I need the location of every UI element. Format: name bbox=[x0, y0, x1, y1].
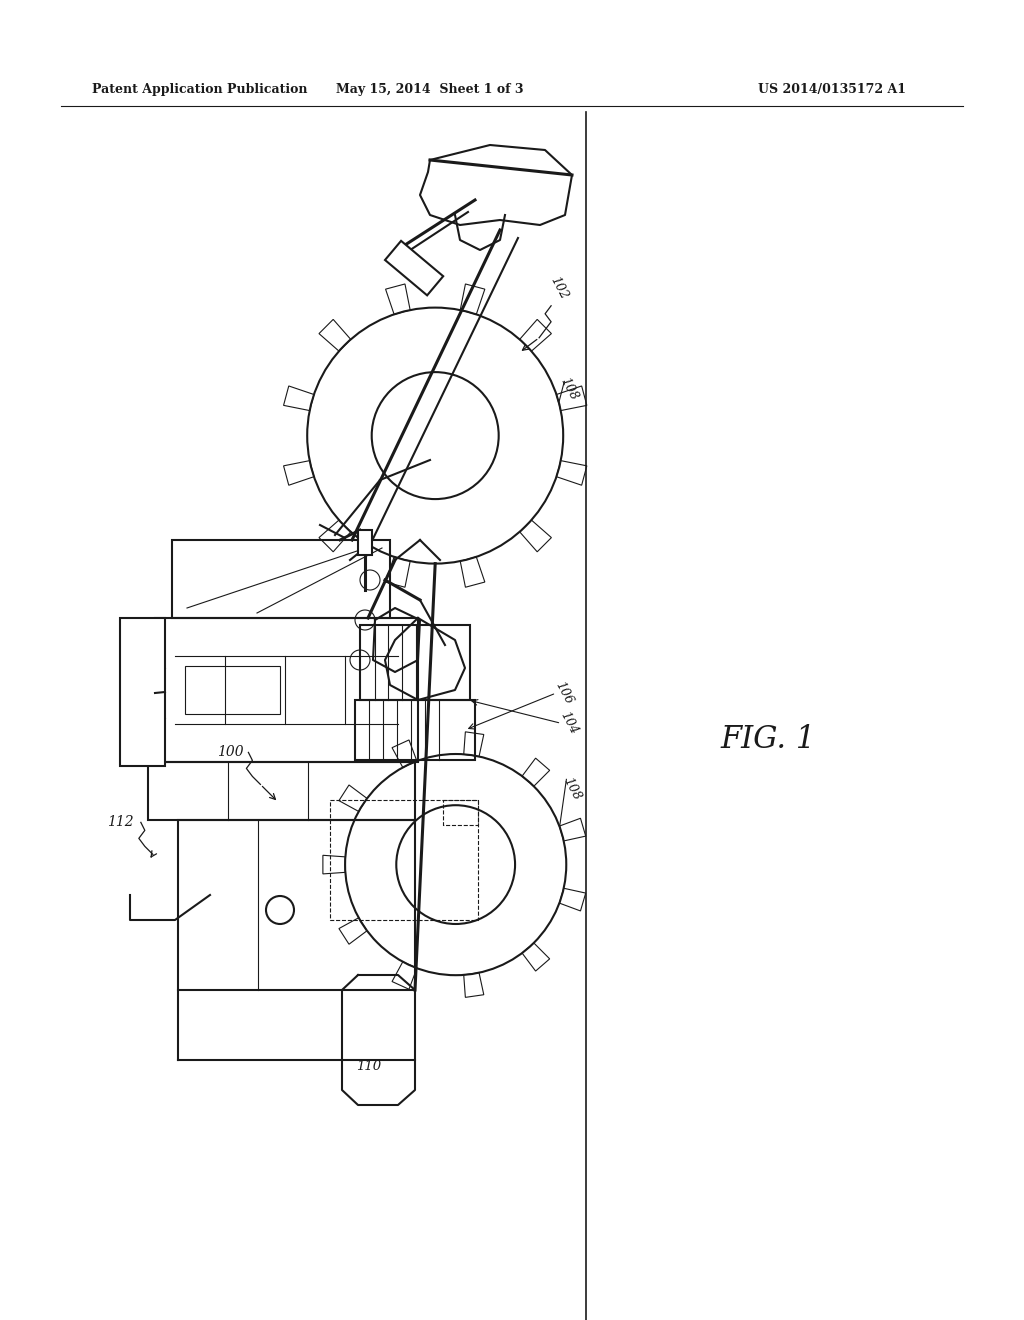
Bar bbox=[185, 667, 280, 714]
Text: 100: 100 bbox=[217, 746, 244, 759]
Bar bbox=[358, 531, 372, 554]
Text: 112: 112 bbox=[108, 816, 134, 829]
Text: 110: 110 bbox=[356, 1060, 381, 1073]
Bar bbox=[178, 820, 415, 990]
Bar bbox=[148, 762, 415, 820]
Text: 106: 106 bbox=[553, 680, 575, 706]
Bar bbox=[155, 618, 418, 762]
Bar bbox=[360, 624, 470, 700]
Text: 108: 108 bbox=[558, 376, 581, 403]
Bar bbox=[385, 240, 443, 296]
Circle shape bbox=[266, 896, 294, 924]
Text: 102: 102 bbox=[548, 275, 570, 301]
Text: May 15, 2014  Sheet 1 of 3: May 15, 2014 Sheet 1 of 3 bbox=[336, 83, 524, 96]
Text: FIG. 1: FIG. 1 bbox=[720, 723, 816, 755]
Text: US 2014/0135172 A1: US 2014/0135172 A1 bbox=[758, 83, 906, 96]
Bar bbox=[330, 800, 478, 920]
Text: 108: 108 bbox=[560, 776, 583, 803]
Bar bbox=[172, 540, 390, 618]
Text: Patent Application Publication: Patent Application Publication bbox=[92, 83, 307, 96]
Bar bbox=[443, 800, 478, 825]
Bar bbox=[355, 700, 475, 760]
Text: 104: 104 bbox=[558, 710, 581, 737]
Bar bbox=[120, 618, 165, 766]
